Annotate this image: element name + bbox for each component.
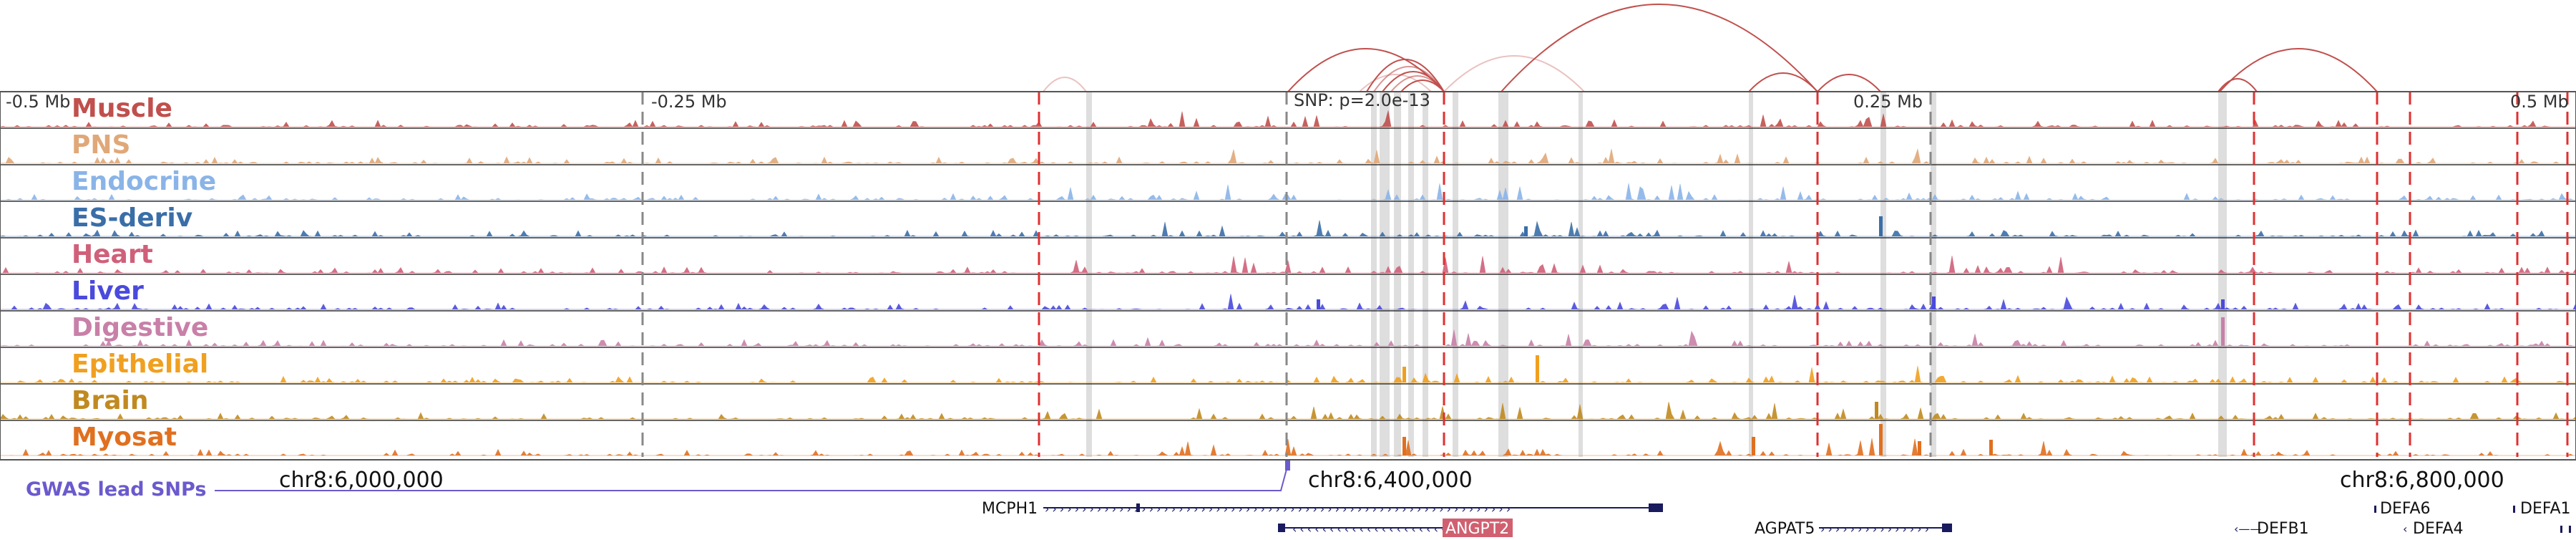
chromatin-loop-arc [1366,59,1445,92]
signal-peak [1875,402,1878,419]
gene-defb1[interactable]: ‹—— DEFB1 [2234,520,2309,538]
coordinate-label: chr8:6,000,000 [279,468,444,493]
gwas-track-label: GWAS lead SNPs [26,478,206,501]
genomic-coordinates: chr8:6,000,000 chr8:6,400,000 chr8:6,800… [279,468,2504,493]
chromatin-loop-arcs [1043,4,2378,92]
track-label-endocrine: Endocrine [72,167,216,196]
gene-exon [2560,526,2562,533]
chromatin-loop-arc [1501,4,1818,92]
gene-label: DEFA1 [2520,500,2571,518]
track-label-brain: Brain [72,386,148,415]
signal-track-epithelial [0,365,2576,383]
chromatin-loop-arc [2218,78,2258,92]
signal-track-muscle [0,110,2576,127]
signal-track-es-deriv [0,220,2576,238]
gene-label: AGPAT5 [1755,520,1815,537]
signal-tracks [0,110,2576,457]
domain-boundaries [641,92,2569,457]
chromatin-loop-arc [1748,72,1818,92]
signal-peak [1402,367,1406,382]
track-label-muscle: Muscle [72,94,172,123]
axis-tick-labels: -0.5 Mb -0.25 Mb 0.25 Mb 0.5 Mb SNP: p=2… [6,90,2569,112]
track-label-epithelial: Epithelial [72,349,208,379]
gene-exon [2513,506,2515,513]
signal-peak [2221,299,2225,309]
signal-track-endocrine [0,183,2576,201]
chromatin-loop-arc [1287,48,1445,92]
signal-track-myosat [0,438,2576,457]
signal-track-liver [0,294,2576,310]
gene-angpt2[interactable]: ‹‹‹‹‹‹‹‹‹‹‹‹‹‹‹‹‹‹‹‹‹‹‹ ANGPT2 [1278,519,1513,538]
signal-peak [1317,299,1320,309]
track-label-heart: Heart [72,240,153,269]
gwas-lead-snp-marker[interactable] [1285,461,1290,471]
gene-annotation-track: MCPH1 ››››››››››››››››››››››››››››››››››… [982,500,2571,538]
track-labels: Muscle PNS Endocrine ES-deriv Heart Liver Dige… [72,94,216,452]
track-panel-frame [0,91,2576,461]
signal-peak [2221,317,2225,346]
signal-peak [1879,424,1883,455]
track-label-digestive: Digestive [72,313,208,342]
gene-highlight-box [1443,519,1513,537]
chromatin-loop-arc [2219,48,2378,92]
signal-peak [1932,296,1936,309]
gene-label: DEFA6 [2380,500,2431,518]
gene-defa6[interactable]: DEFA6 [2374,500,2431,518]
track-label-myosat: Myosat [72,423,177,452]
signal-peak [1989,440,1993,455]
gene-exon [1136,503,1140,512]
gene-defa4[interactable]: ‹ DEFA4 [2403,520,2464,538]
chromatin-loop-arc [1359,74,1432,92]
track-label-es-deriv: ES-deriv [72,203,192,233]
gwas-connector-line [215,463,1289,491]
chromatin-loop-arc [1400,79,1445,92]
gene-label: ANGPT2 [1445,520,1509,537]
gene-strand-arrows: ››››››››››››››››››››››››››››››››››››››››… [1045,502,1513,516]
coordinate-label: chr8:6,400,000 [1308,468,1473,493]
gene-exon [1649,503,1663,512]
signal-peak [1402,437,1406,455]
gene-label: DEFB1 [2257,520,2309,537]
chromatin-loop-arc [1043,77,1087,92]
coordinate-label: chr8:6,800,000 [2340,468,2504,493]
gene-exon [2374,506,2376,513]
axis-tick-label: -0.25 Mb [651,92,727,112]
signal-peak [1918,441,1921,455]
axis-tick-label: -0.5 Mb [6,92,70,112]
gene-strand-arrows: ››››››››››››››› [1820,522,1932,536]
gene-mcph1[interactable]: MCPH1 ››››››››››››››››››››››››››››››››››… [982,500,1663,518]
track-label-pns: PNS [72,130,130,160]
gene-label: MCPH1 [982,500,1038,518]
gene-exon [1942,524,1952,532]
gene-defa1[interactable]: DEFA1 [2513,500,2571,533]
gene-exon [2569,526,2571,533]
track-label-liver: Liver [72,276,144,306]
track-separators [0,127,2576,421]
gwas-lead-snps-track: GWAS lead SNPs [26,461,1290,501]
signal-peak [1524,226,1528,236]
signal-track-brain [0,402,2576,420]
snp-pvalue-label: SNP: p=2.0e-13 [1294,90,1430,110]
chromatin-loop-arc [1443,55,1585,92]
signal-track-pns [0,148,2576,164]
gene-agpat5[interactable]: AGPAT5 ››››››››››››››› [1755,520,1952,538]
chromatin-loop-arc [1373,66,1445,92]
axis-tick-label: 0.5 Mb [2510,92,2569,112]
chromatin-loop-arc [1390,75,1445,92]
signal-peak [1536,355,1539,382]
signal-peak [1879,216,1883,236]
axis-tick-label: 0.25 Mb [1853,92,1923,112]
signal-track-heart [0,256,2576,274]
chromatin-loop-arc [1817,74,1881,92]
gene-exon [1278,524,1285,532]
signal-track-digestive [0,329,2576,347]
gene-strand-arrows: ‹—— [2234,522,2261,536]
gene-strand-arrows: ‹ [2403,522,2407,536]
gene-label: DEFA4 [2413,520,2464,537]
signal-peak [1752,437,1755,455]
gene-strand-arrows: ‹‹‹‹‹‹‹‹‹‹‹‹‹‹‹‹‹‹‹‹‹‹‹ [1292,522,1463,536]
